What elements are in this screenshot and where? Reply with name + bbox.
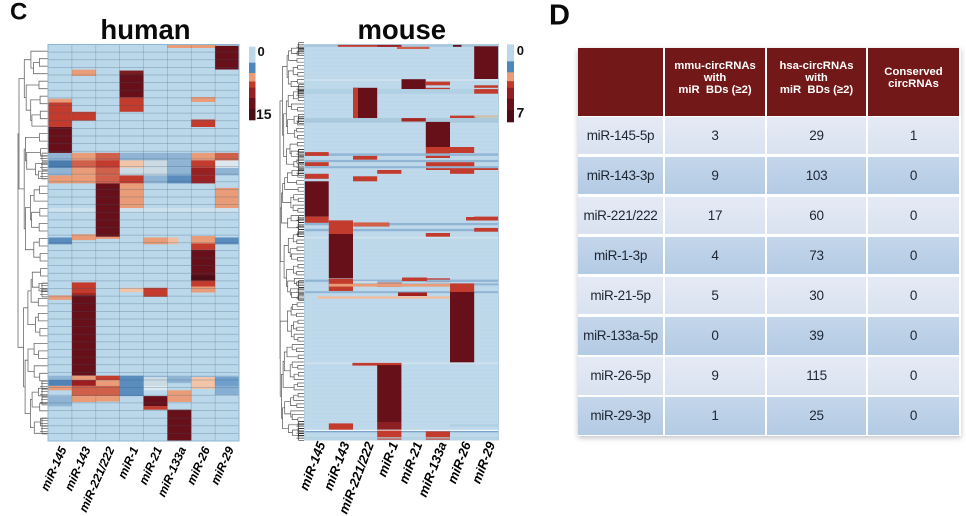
svg-text:mouse: mouse xyxy=(357,14,446,45)
svg-text:miR-1: miR-1 xyxy=(115,444,141,480)
svg-text:miR-1: miR-1 xyxy=(374,440,401,479)
svg-text:C: C xyxy=(10,0,27,26)
svg-text:human: human xyxy=(100,14,190,45)
svg-text:0: 0 xyxy=(517,43,524,58)
svg-text:15: 15 xyxy=(256,106,272,122)
svg-text:0: 0 xyxy=(258,44,265,59)
svg-text:7: 7 xyxy=(517,105,525,121)
svg-text:D: D xyxy=(549,0,570,32)
